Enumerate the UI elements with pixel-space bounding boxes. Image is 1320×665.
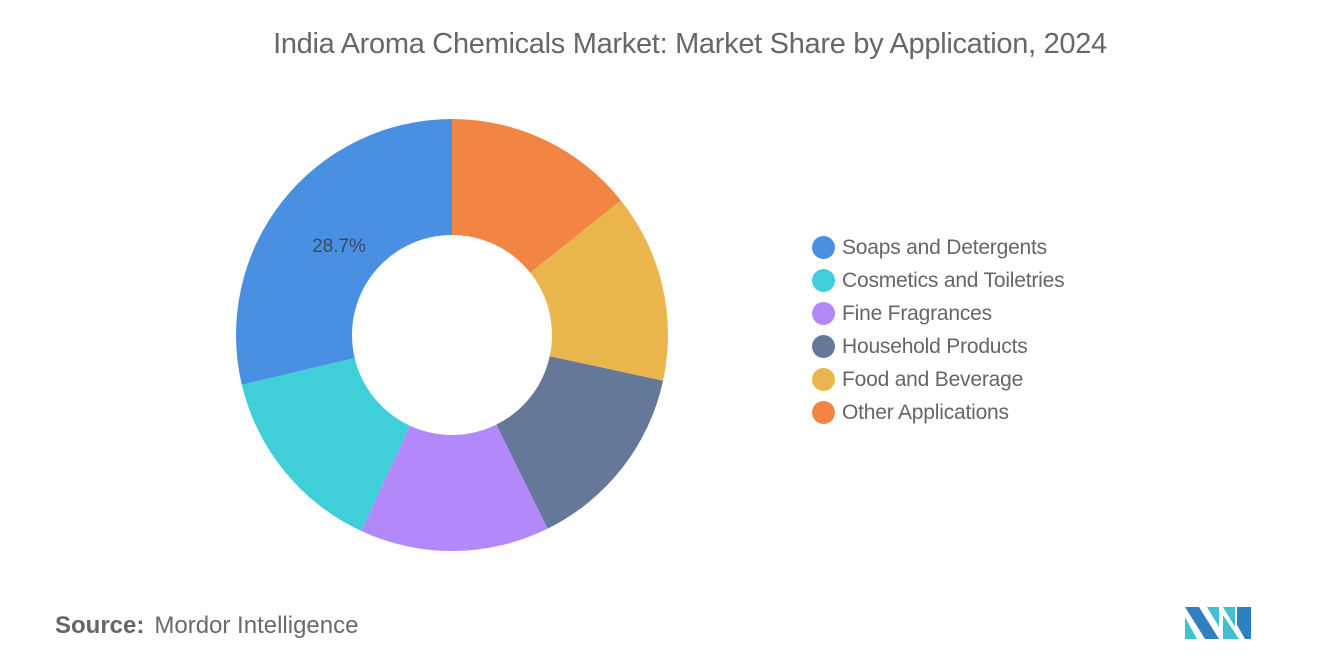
donut-slice-food-and-beverage[interactable] [530,200,669,381]
legend-swatch-icon [812,236,835,259]
legend-item-household-products[interactable]: Household Products [812,330,1064,363]
legend-item-cosmetics-and-toiletries[interactable]: Cosmetics and Toiletries [812,264,1065,297]
donut-slice-cosmetics-and-toiletries[interactable] [241,358,410,532]
source-value: Mordor Intelligence [154,612,359,639]
legend-item-fine-fragrances[interactable]: Fine Fragrances [812,297,1064,330]
legend-item-other-applications[interactable]: Other Applications [812,396,1064,429]
donut-slice-other-applications[interactable] [452,119,621,273]
slice-value-label: 28.7% [312,236,366,257]
donut-slices [235,118,669,551]
source-note: Source: Mordor Intelligence [55,612,358,640]
donut-chart: 28.7% [235,118,669,551]
chart-legend: Soaps and Detergents Cosmetics and Toile… [812,231,1065,429]
mordor-intelligence-logo-icon [1185,607,1251,639]
legend-swatch-icon [812,401,835,424]
donut-slice-household-products[interactable] [496,356,664,529]
legend-item-soaps-and-detergents[interactable]: Soaps and Detergents [812,231,1064,264]
legend-swatch-icon [812,335,835,358]
legend-item-food-and-beverage[interactable]: Food and Beverage [812,363,1064,396]
donut-slice-fine-fragrances[interactable] [361,424,548,551]
legend-swatch-icon [812,302,835,325]
donut-slice-soaps-and-detergents[interactable] [235,118,452,385]
chart-title: India Aroma Chemicals Market: Market Sha… [273,28,1107,60]
legend-swatch-icon [812,269,835,292]
source-label: Source: [55,612,145,639]
legend-swatch-icon [812,368,835,391]
